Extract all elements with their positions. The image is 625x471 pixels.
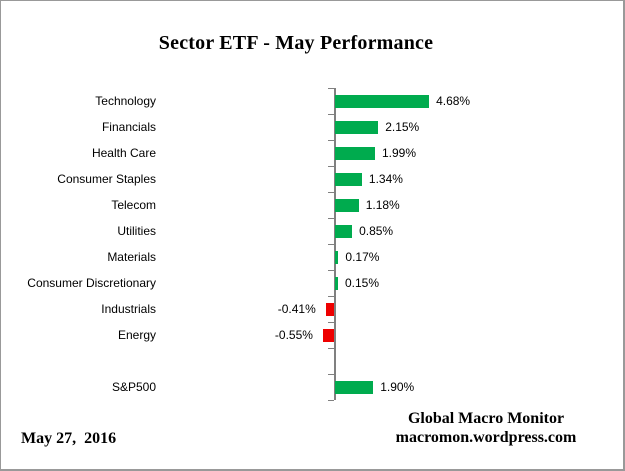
- value-label: 2.15%: [385, 119, 420, 134]
- brand-line-1: Global Macro Monitor: [407, 410, 565, 427]
- bar: [335, 250, 339, 264]
- axis-tick: [328, 192, 334, 193]
- bar: [335, 276, 338, 290]
- value-label: 0.15%: [345, 275, 380, 290]
- axis-tick: [328, 140, 334, 141]
- axis-tick: [328, 374, 334, 375]
- bar: [335, 120, 379, 134]
- bar: [325, 302, 334, 316]
- bar: [335, 224, 353, 238]
- bar: [335, 172, 362, 186]
- axis-tick: [328, 244, 334, 245]
- date-label: May 27, 2016: [21, 430, 117, 447]
- bar: [335, 380, 374, 394]
- axis-tick: [328, 88, 334, 89]
- category-label: Consumer Discretionary: [27, 276, 156, 290]
- axis-tick: [328, 218, 334, 219]
- bar: [335, 146, 375, 160]
- category-label: Energy: [117, 328, 156, 342]
- bar: [322, 328, 334, 342]
- value-label: 1.18%: [365, 197, 400, 212]
- category-label: S&P500: [111, 380, 156, 394]
- category-axis-line: [334, 88, 336, 400]
- axis-tick: [328, 270, 334, 271]
- axis-tick: [328, 322, 334, 323]
- value-label: 1.90%: [380, 379, 415, 394]
- category-label: Telecom: [111, 198, 156, 212]
- value-label: 1.34%: [368, 171, 403, 186]
- value-label: -0.55%: [274, 327, 313, 342]
- category-label: Technology: [95, 94, 156, 108]
- category-label: Industrials: [101, 302, 156, 316]
- axis-tick: [328, 296, 334, 297]
- axis-tick: [328, 400, 334, 401]
- category-label: Utilities: [117, 224, 156, 238]
- value-label: 1.99%: [381, 145, 417, 160]
- category-label: Health Care: [91, 146, 156, 160]
- value-label: 0.85%: [359, 223, 394, 238]
- category-label: Financials: [101, 120, 156, 134]
- axis-tick: [328, 348, 334, 349]
- value-label: 4.68%: [436, 93, 471, 108]
- bar: [335, 94, 430, 108]
- axis-tick: [328, 114, 334, 115]
- brand-line-2: macromon.wordpress.com: [395, 429, 577, 446]
- axis-tick: [328, 166, 334, 167]
- category-label: Consumer Staples: [57, 172, 156, 186]
- value-label: -0.41%: [277, 301, 316, 316]
- brand-block: Global Macro Monitor macromon.wordpress.…: [379, 409, 593, 447]
- value-label: 0.17%: [345, 249, 380, 264]
- bar: [335, 198, 359, 212]
- category-label: Materials: [107, 250, 156, 264]
- chart-title: Sector ETF - May Performance: [158, 32, 434, 54]
